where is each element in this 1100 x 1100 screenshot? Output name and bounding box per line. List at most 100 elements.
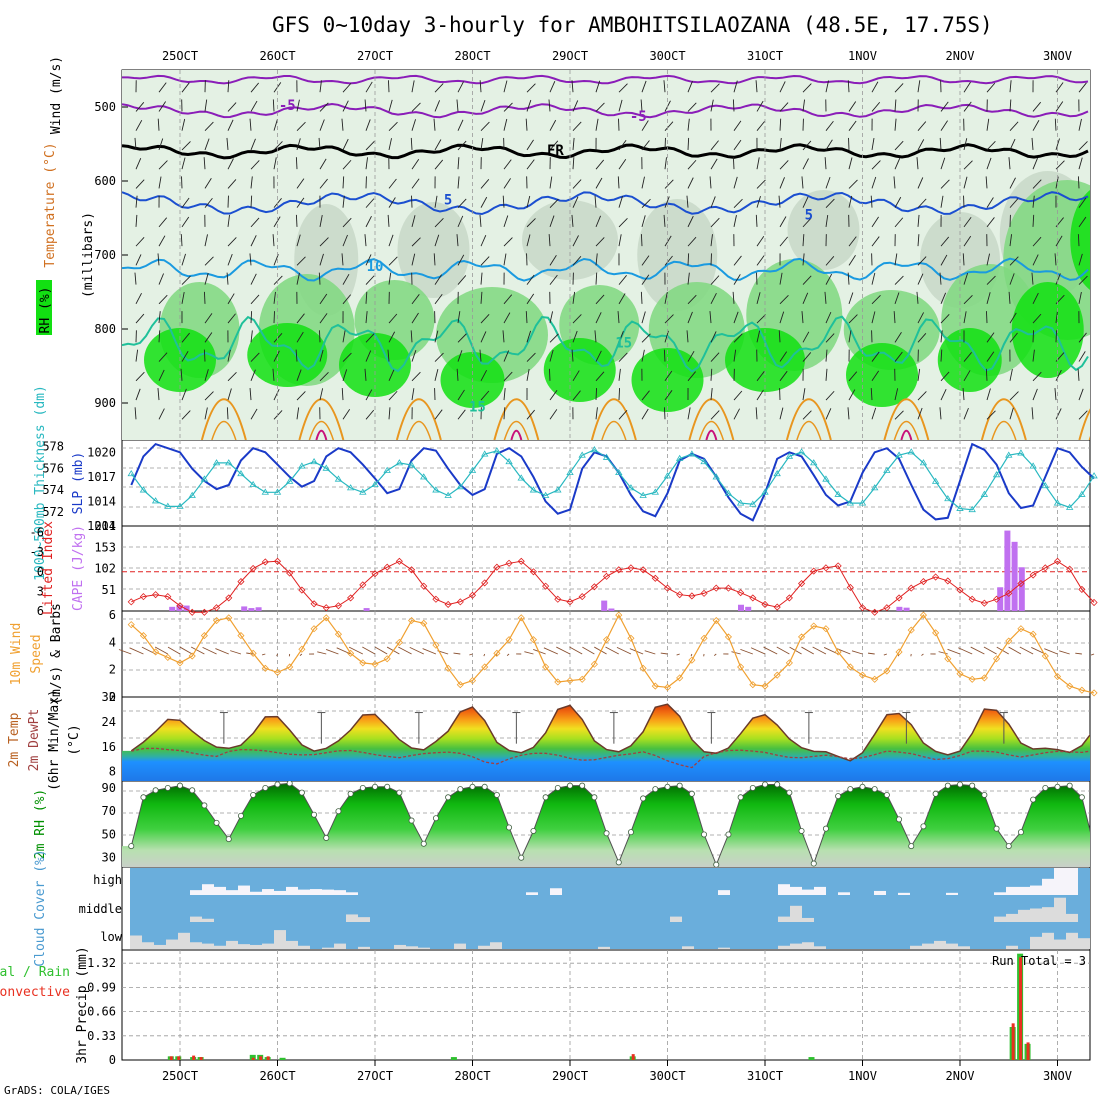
wind-barb (618, 388, 621, 401)
wind-barb (825, 349, 828, 362)
cloud-bar-low (418, 947, 430, 949)
lifted-index-point (432, 595, 440, 603)
rh2m-point (591, 794, 598, 801)
cloud-bar-middle (802, 917, 814, 922)
wind-barb (572, 157, 575, 170)
wind-barb (411, 294, 420, 305)
wind-barb (503, 350, 510, 362)
wind-barb (480, 256, 490, 266)
contour-temp-20 (991, 420, 1017, 440)
wind-barb (710, 292, 717, 305)
rh2m-point (1017, 829, 1024, 836)
lifted-index-point (1090, 598, 1098, 607)
wind-barb (480, 291, 483, 304)
wind-barb (871, 272, 876, 285)
contour-temp-20 (298, 398, 345, 440)
wind-barb (986, 332, 995, 343)
rh2m-point (420, 840, 427, 847)
wind-speed-point (676, 674, 684, 682)
wind-barb (618, 234, 622, 247)
cloud-bar-high (334, 890, 346, 895)
thickness-point (1053, 499, 1062, 506)
wind-speed-point (590, 660, 598, 668)
footer-credit: GrADS: COLA/IGES (4, 1084, 110, 1097)
wind-barb (434, 218, 444, 228)
rh2m-point (786, 789, 793, 796)
wind-barb (710, 196, 716, 208)
wind-barb (250, 176, 253, 189)
contour-temp-minus5 (122, 102, 1089, 119)
rh-shade-area (1070, 190, 1090, 290)
wind-barb (319, 349, 324, 362)
lifted-index-point (602, 572, 611, 580)
precip-convective-bar (199, 1057, 203, 1060)
y-tick-lifted: 6 (37, 604, 44, 618)
lifted-index-point (371, 570, 379, 578)
thickness-point (639, 491, 647, 498)
y-label-temp2m: 2m DewPt (27, 709, 42, 772)
rh2m-point (944, 782, 951, 789)
wind-barb (135, 195, 138, 208)
wind-barb (940, 330, 943, 343)
wind-barb (733, 333, 743, 343)
rh2m-point (1078, 794, 1085, 801)
lifted-index-point (334, 602, 343, 610)
wind-speed-point (273, 668, 282, 676)
wind-barb (203, 157, 206, 170)
wind-barb (686, 330, 689, 343)
wind-barb (917, 256, 927, 266)
lifted-index-point (517, 557, 525, 565)
wind-barb (825, 311, 832, 324)
cloud-bar-high (898, 892, 910, 895)
lifted-index-point (627, 564, 635, 572)
thickness-point (919, 459, 928, 466)
wind-barb (917, 121, 927, 131)
wind-speed-point (858, 671, 867, 679)
rh2m-point (1066, 782, 1073, 789)
wind-barb (503, 178, 511, 189)
wind-barb-10m (676, 653, 680, 656)
wind-speed-point (517, 614, 525, 622)
wind-barb (986, 253, 991, 266)
wind-barb (341, 253, 344, 266)
wind-barb (250, 273, 257, 285)
wind-barb (1032, 330, 1035, 343)
thickness-point (164, 502, 172, 509)
wind-barb (733, 198, 743, 208)
wind-barb (802, 253, 805, 266)
wind-barb (296, 138, 301, 151)
wind-barb (825, 120, 834, 131)
wind-speed-point (627, 634, 635, 642)
wind-barb (135, 214, 138, 227)
x-tick-bottom: 30OCT (649, 1069, 685, 1083)
wind-barb (940, 349, 943, 362)
temp-fill-area (122, 704, 1090, 781)
wind-speed-point (785, 659, 793, 667)
wind-speed-point (493, 649, 501, 657)
wind-barb (1032, 371, 1042, 382)
wind-barb (479, 80, 482, 93)
wind-barb (963, 160, 973, 170)
wind-barb (940, 195, 944, 208)
wind-barb (802, 217, 812, 228)
x-tick-bottom: 2NOV (946, 1069, 975, 1083)
wind-barb (1031, 137, 1034, 150)
wind-barb (848, 330, 852, 343)
wind-barb (848, 236, 857, 247)
wind-barb (480, 137, 484, 150)
wind-barb-10m (1090, 653, 1095, 656)
wind-barb (894, 99, 897, 112)
thickness-point (1029, 462, 1037, 469)
wind-speed-point (407, 616, 416, 625)
lifted-index-point (505, 559, 513, 567)
y-tick-wind: 0 (109, 690, 116, 704)
wind-barb (456, 99, 459, 112)
wind-speed-point (1041, 652, 1049, 660)
cape-bar (1018, 567, 1025, 611)
thickness-point (980, 490, 989, 497)
contour-temp-25 (705, 429, 718, 440)
wind-barb (963, 352, 972, 362)
wind-barb (319, 371, 329, 382)
wind-barb (1078, 291, 1082, 304)
wind-barb (296, 99, 300, 112)
